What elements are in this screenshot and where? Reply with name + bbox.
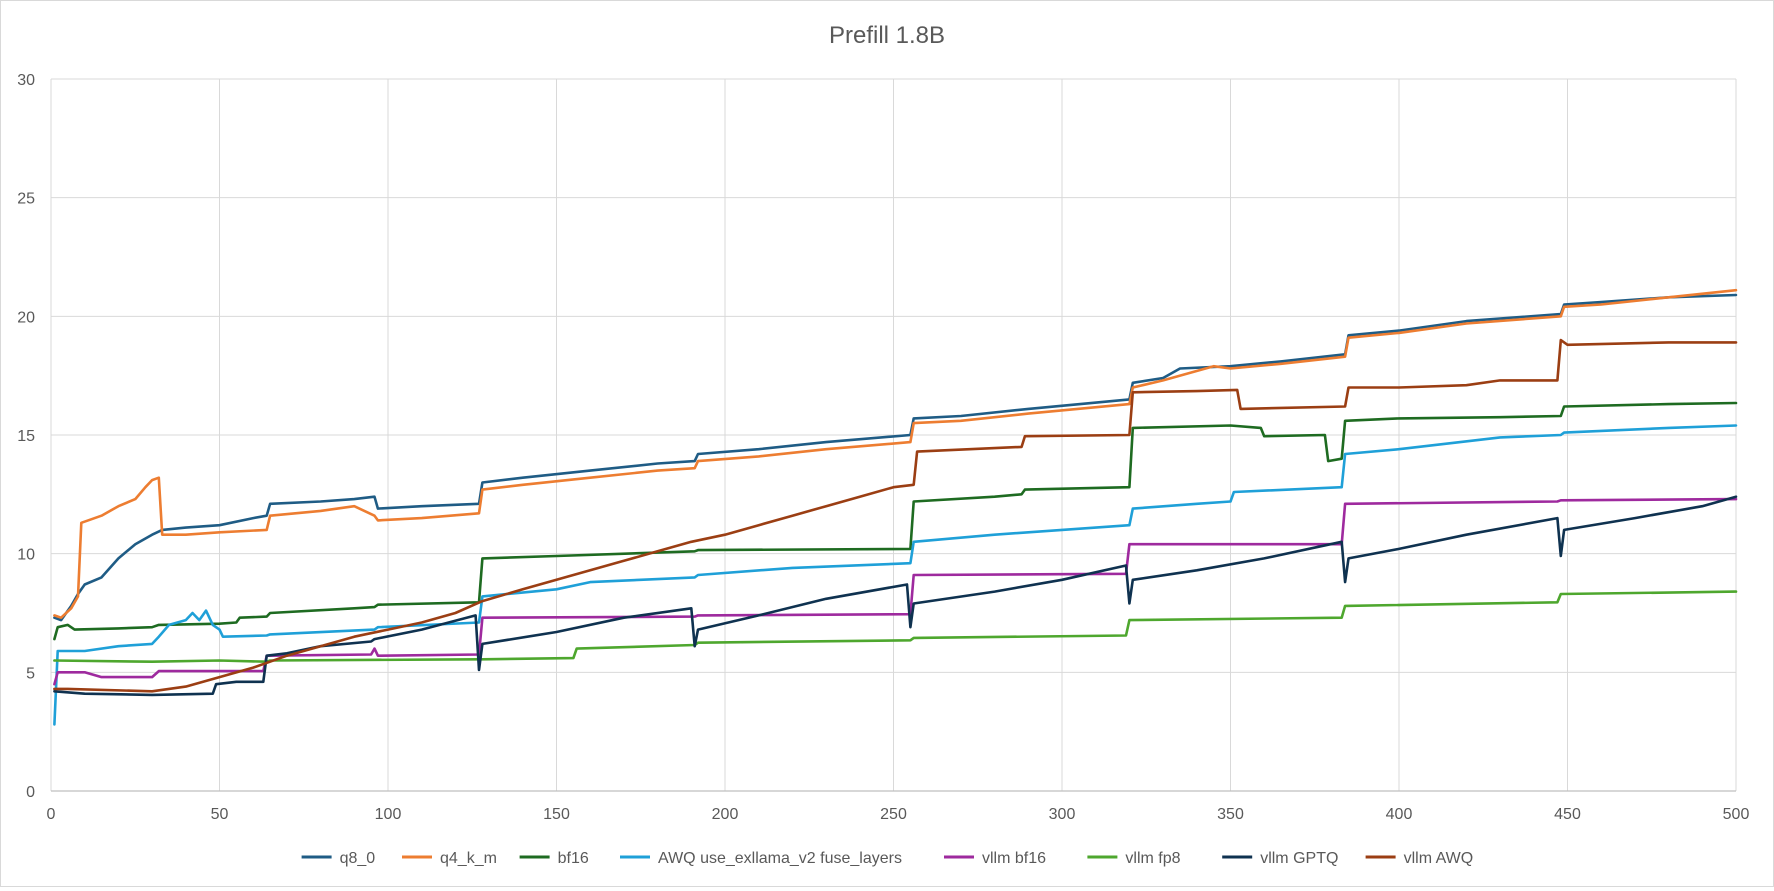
series-line-7 <box>53 338 1738 693</box>
x-tick-label: 200 <box>712 806 739 823</box>
legend-label: bf16 <box>558 850 589 867</box>
chart-title: Prefill 1.8B <box>829 22 945 49</box>
y-tick-label: 20 <box>17 309 35 326</box>
x-tick-label: 350 <box>1217 806 1244 823</box>
series-line-0 <box>53 293 1738 622</box>
y-tick-label: 0 <box>26 784 35 801</box>
legend-label: q8_0 <box>340 850 376 867</box>
y-tick-label: 10 <box>17 547 35 564</box>
legend-label: vllm fp8 <box>1125 850 1180 867</box>
y-tick-label: 5 <box>26 665 35 682</box>
y-tick-label: 30 <box>17 72 35 89</box>
x-tick-label: 300 <box>1049 806 1076 823</box>
x-tick-label: 450 <box>1554 806 1581 823</box>
x-tick-label: 500 <box>1723 806 1750 823</box>
chart-series <box>53 288 1738 726</box>
series-line-4 <box>53 497 1738 686</box>
x-tick-label: 50 <box>211 806 229 823</box>
legend-label: AWQ use_exllama_v2 fuse_layers <box>658 850 902 867</box>
y-tick-label: 15 <box>17 428 35 445</box>
x-tick-label: 400 <box>1386 806 1413 823</box>
x-tick-label: 250 <box>880 806 907 823</box>
legend-label: vllm AWQ <box>1404 850 1474 867</box>
chart-legend: q8_0 q4_k_m bf16 AWQ use_exllama_v2 fuse_la… <box>301 850 1474 867</box>
series-line-2 <box>53 401 1738 641</box>
x-tick-label: 0 <box>47 806 56 823</box>
x-tick-label: 100 <box>375 806 402 823</box>
x-tick-label: 150 <box>543 806 570 823</box>
legend-label: vllm GPTQ <box>1260 850 1338 867</box>
y-tick-label: 25 <box>17 191 35 208</box>
series-line-3 <box>53 424 1738 726</box>
legend-label: vllm bf16 <box>982 850 1046 867</box>
series-line-1 <box>53 288 1738 619</box>
legend-label: q4_k_m <box>440 850 497 867</box>
series-line-6 <box>53 495 1738 697</box>
chart-grid <box>50 78 1737 792</box>
